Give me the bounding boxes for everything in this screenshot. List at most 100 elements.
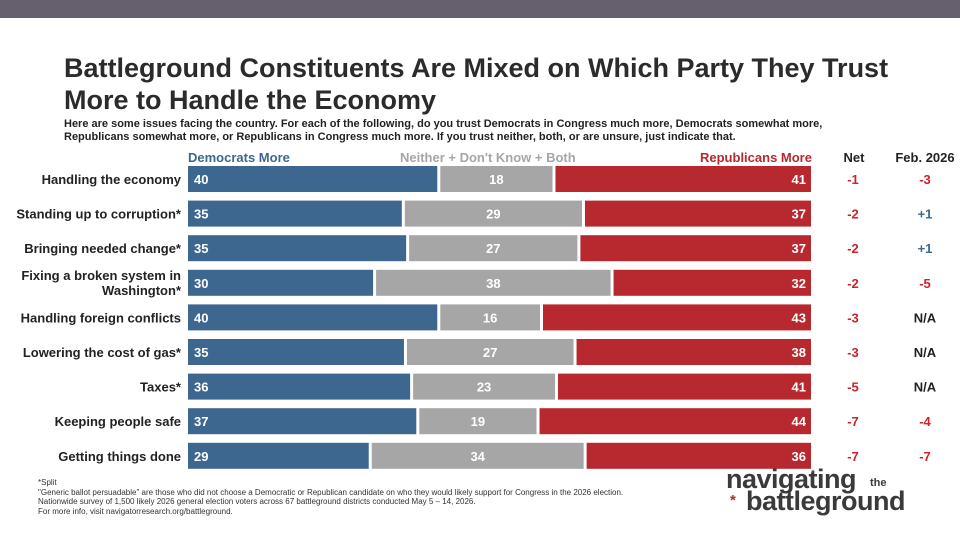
legend-republicans-more: Republicans More [700,150,812,165]
bar-neither-getting-things-done [371,442,584,469]
category-label-getting-things-done: Getting things done [58,449,181,464]
footnotes: *Split "Generic ballot persuadable" are … [38,478,698,516]
bar-neither-lowering-the-cost-of-gas [406,339,574,365]
value-label-rep-getting-things-done: 36 [792,449,806,464]
value-label-dem-fixing-a-broken-system-in-washington: 30 [194,276,208,291]
legend-democrats-more: Democrats More [188,150,290,165]
net-value-handling-foreign-conflicts: -3 [847,310,859,325]
net-value-keeping-people-safe: -7 [847,414,859,429]
value-label-dem-handling-the-economy: 40 [194,172,208,187]
value-label-neither-handling-foreign-conflicts: 16 [483,310,497,325]
category-label-standing-up-to-corruption: Standing up to corruption* [16,207,182,222]
value-label-dem-standing-up-to-corruption: 35 [194,207,208,222]
logo-star-icon: * [730,492,736,509]
bar-rep-handling-the-economy [555,166,811,192]
net-value-handling-the-economy: -1 [847,172,859,187]
bar-dem-keeping-people-safe [188,408,417,435]
legend-neither: Neither + Don't Know + Both [400,150,576,165]
value-label-neither-handling-the-economy: 18 [489,172,503,187]
net-value-getting-things-done: -7 [847,449,859,464]
feb-value-fixing-a-broken-system-in-washington: -5 [919,276,931,291]
value-label-rep-lowering-the-cost-of-gas: 38 [792,345,806,360]
value-label-rep-handling-foreign-conflicts: 43 [792,310,806,325]
bar-dem-fixing-a-broken-system-in-washington [188,269,374,296]
category-label-handling-the-economy: Handling the economy [42,172,182,187]
feb-value-handling-foreign-conflicts: N/A [914,310,937,325]
bar-dem-lowering-the-cost-of-gas [188,339,404,365]
value-label-neither-getting-things-done: 34 [470,449,485,464]
navigating-the-battleground-logo: navigating the * battleground [726,464,946,524]
top-bar [0,0,960,18]
bar-neither-taxes [413,373,556,400]
feb-value-getting-things-done: -7 [919,449,931,464]
footnote-persuadable: "Generic ballot persuadable" are those w… [38,487,624,497]
category-label-taxes: Taxes* [140,380,182,395]
bar-neither-handling-foreign-conflicts [440,304,541,331]
bar-rep-lowering-the-cost-of-gas [576,339,811,365]
footnote-more-info: For more info, visit navigatorresearch.o… [38,506,233,516]
value-label-neither-keeping-people-safe: 19 [471,414,485,429]
value-label-rep-taxes: 41 [792,380,806,395]
category-label-fixing-a-broken-system-in-washington: Fixing a broken system in Washington* [21,268,182,298]
value-label-neither-standing-up-to-corruption: 29 [486,207,500,222]
question-text: Here are some issues facing the country.… [64,118,823,143]
feb-value-taxes: N/A [914,380,937,395]
category-label-handling-foreign-conflicts: Handling foreign conflicts [21,310,181,325]
bar-rep-bringing-needed-change [580,235,811,262]
value-label-dem-getting-things-done: 29 [194,449,208,464]
value-label-neither-bringing-needed-change: 27 [486,241,500,256]
value-label-dem-bringing-needed-change: 35 [194,241,208,256]
bar-rep-fixing-a-broken-system-in-washington [613,269,811,296]
footnote-split: *Split [38,478,57,487]
feb-value-keeping-people-safe: -4 [919,414,931,429]
bar-neither-handling-the-economy [440,166,553,192]
page-title: Battleground Constituents Are Mixed on W… [64,53,889,115]
bar-dem-handling-foreign-conflicts [188,304,438,331]
net-value-lowering-the-cost-of-gas: -3 [847,345,859,360]
bar-dem-getting-things-done [188,442,369,469]
category-label-lowering-the-cost-of-gas: Lowering the cost of gas* [23,345,182,360]
feb-value-handling-the-economy: -3 [919,172,931,187]
value-label-dem-lowering-the-cost-of-gas: 35 [194,345,208,360]
category-label-keeping-people-safe: Keeping people safe [55,414,181,429]
value-label-rep-bringing-needed-change: 37 [792,241,806,256]
bar-rep-getting-things-done [586,442,811,469]
value-label-dem-handling-foreign-conflicts: 40 [194,310,208,325]
net-value-standing-up-to-corruption: -2 [847,207,859,222]
bar-neither-bringing-needed-change [409,235,578,262]
bar-dem-taxes [188,373,411,400]
value-label-rep-keeping-people-safe: 44 [792,414,807,429]
bar-rep-standing-up-to-corruption [584,200,811,227]
net-column-header: Net [843,150,865,165]
net-value-fixing-a-broken-system-in-washington: -2 [847,276,859,291]
value-label-dem-keeping-people-safe: 37 [194,414,208,429]
logo-line-navigating: navigating [726,464,857,494]
value-label-neither-fixing-a-broken-system-in-washington: 38 [486,276,500,291]
bar-neither-keeping-people-safe [419,408,537,435]
value-label-rep-handling-the-economy: 41 [792,172,806,187]
bar-dem-standing-up-to-corruption [188,200,402,227]
bar-rep-handling-foreign-conflicts [543,304,811,331]
logo-the: the [870,477,887,489]
feb-column-header: Feb. 2026 [895,150,955,165]
bar-neither-standing-up-to-corruption [404,200,582,227]
bar-rep-taxes [558,373,811,400]
feb-value-bringing-needed-change: +1 [918,241,933,256]
feb-value-lowering-the-cost-of-gas: N/A [914,345,937,360]
value-label-rep-fixing-a-broken-system-in-washington: 32 [792,276,806,291]
category-label-bringing-needed-change: Bringing needed change* [24,241,182,256]
net-value-bringing-needed-change: -2 [847,241,859,256]
value-label-neither-taxes: 23 [477,380,491,395]
bar-neither-fixing-a-broken-system-in-washington [376,269,611,296]
feb-value-standing-up-to-corruption: +1 [918,207,933,222]
bar-rep-keeping-people-safe [539,408,811,435]
value-label-dem-taxes: 36 [194,380,208,395]
logo-line-battleground: battleground [746,486,905,516]
value-label-neither-lowering-the-cost-of-gas: 27 [483,345,497,360]
bar-dem-handling-the-economy [188,166,438,192]
value-label-rep-standing-up-to-corruption: 37 [792,207,806,222]
footnote-methodology: Nationwide survey of 1,500 likely 2026 g… [38,497,476,507]
bar-dem-bringing-needed-change [188,235,407,262]
net-value-taxes: -5 [847,380,859,395]
